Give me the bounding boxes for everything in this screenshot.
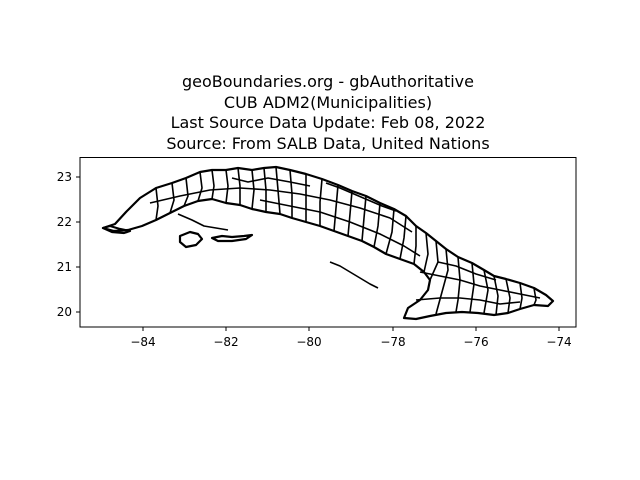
title-line-4: Source: From SALB Data, United Nations (166, 134, 489, 153)
title-line-1: geoBoundaries.org - gbAuthoritative (182, 72, 474, 91)
title-line-2: CUB ADM2(Municipalities) (224, 93, 432, 112)
x-axis: −84 −82 −80 −78 −76 −74 (130, 327, 572, 349)
municipal-boundaries (149, 166, 541, 316)
y-tick-label: 23 (57, 170, 72, 184)
x-tick-label: −80 (296, 335, 321, 349)
jardines-de-la-reina (329, 261, 379, 289)
plot-frame (79, 157, 577, 328)
x-tick-label: −78 (380, 335, 405, 349)
y-axis: 20 21 22 23 (57, 170, 80, 319)
cuba-main-island (101, 165, 555, 321)
y-tick-label: 21 (57, 260, 72, 274)
y-tick-label: 22 (57, 215, 72, 229)
x-tick-label: −84 (130, 335, 155, 349)
zapata-swamp-inlet (177, 213, 229, 231)
x-tick-label: −76 (463, 335, 488, 349)
cuba-map (101, 165, 555, 321)
x-tick-label: −74 (546, 335, 571, 349)
title-line-3: Last Source Data Update: Feb 08, 2022 (171, 113, 486, 132)
southern-cays (210, 233, 254, 243)
cuba-western-tip (101, 224, 132, 235)
x-tick-label: −82 (213, 335, 238, 349)
isla-de-la-juventud (178, 230, 204, 249)
y-tick-label: 20 (57, 305, 72, 319)
